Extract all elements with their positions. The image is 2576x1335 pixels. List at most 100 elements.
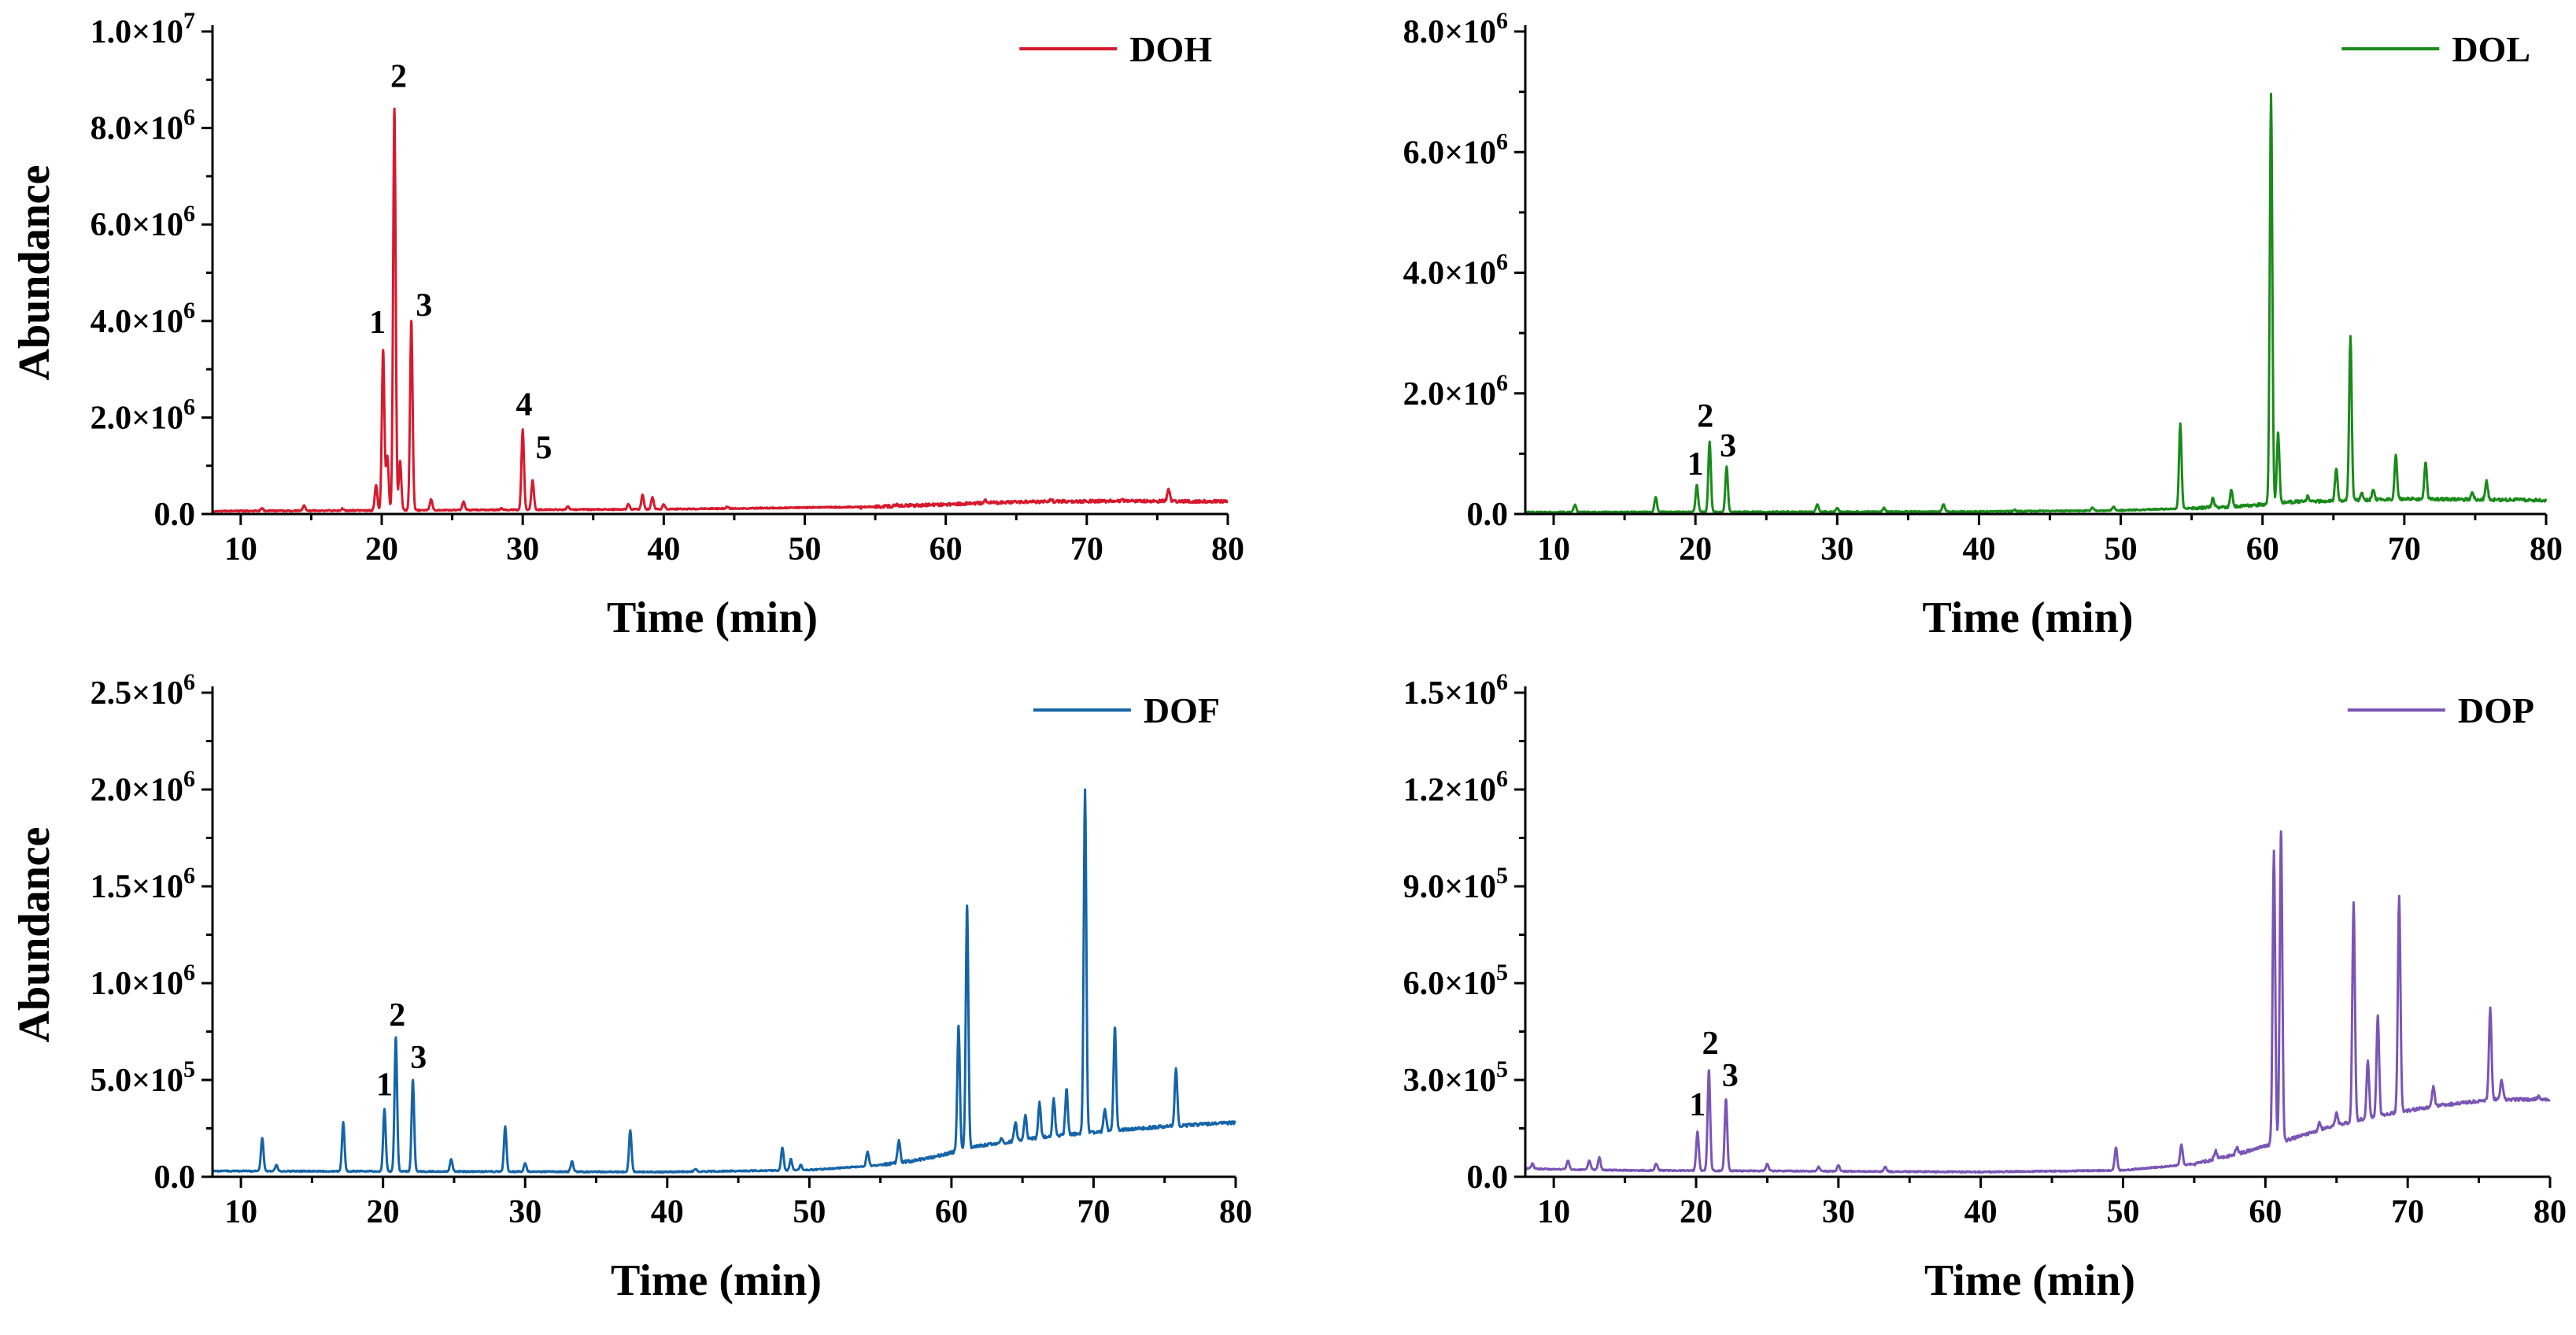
x-tick-label: 60 xyxy=(930,531,963,568)
peak-annotation: 1 xyxy=(376,1067,393,1104)
peak-point xyxy=(2336,468,2337,469)
peak-annotation: 3 xyxy=(1720,428,1736,464)
peak-point xyxy=(375,485,376,486)
peak-point xyxy=(2490,1008,2491,1009)
x-tick-label: 80 xyxy=(1219,1194,1252,1230)
peak-point xyxy=(1817,504,1818,505)
series-line-dof xyxy=(212,788,1236,1174)
chart-panel-dol: 10 20 30 40 50 60 70 80 0.0 2.0×106 4.0×106 6.0×106… xyxy=(10,8,2563,642)
peak-point xyxy=(2212,498,2213,499)
x-axis-title: Time (min) xyxy=(1924,1256,2135,1305)
peak-point xyxy=(861,508,862,509)
peak-point xyxy=(1599,1157,1600,1158)
y-tick-label: 8.0×106 xyxy=(91,105,195,147)
x-tick-label: 70 xyxy=(1070,531,1103,568)
y-tick-label: 9.0×105 xyxy=(1403,863,1508,905)
y-tick-label: 6.0×106 xyxy=(1403,128,1508,171)
peak-point xyxy=(628,504,629,505)
peak-point xyxy=(411,320,412,321)
peak-point xyxy=(1726,467,1727,468)
peak-point xyxy=(1532,1163,1533,1164)
y-tick-label: 2.0×106 xyxy=(91,394,195,436)
x-tick-label: 70 xyxy=(2391,1194,2424,1230)
peak-point xyxy=(2396,454,2397,455)
peak-point xyxy=(1066,1089,1067,1090)
peak-point xyxy=(400,460,401,461)
x-tick-label: 30 xyxy=(508,1194,541,1230)
x-tick-label: 40 xyxy=(1962,531,1995,568)
peak-point xyxy=(1001,1137,1002,1138)
peak-point xyxy=(1589,1160,1590,1161)
x-tick-label: 30 xyxy=(1820,531,1853,568)
x-tick-label: 80 xyxy=(2533,1194,2567,1230)
x-tick-label: 50 xyxy=(2107,1194,2140,1230)
y-tick-label: 6.0×106 xyxy=(91,201,195,243)
peak-point xyxy=(2367,1060,2368,1061)
x-tick-label: 10 xyxy=(1537,1194,1570,1230)
peak-point xyxy=(567,506,568,507)
peak-point xyxy=(1696,485,1697,486)
peak-point xyxy=(1725,1099,1726,1100)
peak-point xyxy=(2113,506,2114,507)
peak-point xyxy=(1838,1165,1839,1166)
peak-point xyxy=(663,504,664,505)
peak-point xyxy=(966,905,967,906)
x-tick-label: 40 xyxy=(1964,1194,1998,1230)
legend-label: DOL xyxy=(2452,29,2530,69)
peak-point xyxy=(2501,1080,2502,1081)
peak-point xyxy=(1697,1131,1698,1132)
y-tick-label: 2.5×106 xyxy=(91,669,195,712)
x-tick-label: 10 xyxy=(1537,531,1570,568)
series-line-doh xyxy=(212,107,1229,513)
x-tick-label: 70 xyxy=(2388,531,2421,568)
series-line-dop xyxy=(1525,830,2551,1174)
series-line-dol xyxy=(1524,92,2548,514)
legend-label: DOF xyxy=(1144,690,1220,730)
x-tick-label: 60 xyxy=(2246,531,2279,568)
y-tick-label: 1.2×106 xyxy=(1403,766,1508,808)
x-tick-label: 50 xyxy=(789,531,822,568)
legend-label: DOP xyxy=(2458,690,2534,730)
peak-point xyxy=(1568,1160,1569,1161)
y-tick-label: 1.5×106 xyxy=(1403,669,1508,712)
peak-point xyxy=(463,501,464,502)
peak-annotation: 3 xyxy=(416,288,432,324)
peak-point xyxy=(2361,493,2362,494)
y-tick-label: 4.0×106 xyxy=(91,298,195,340)
x-tick-label: 10 xyxy=(224,1194,257,1230)
peak-point xyxy=(412,1080,413,1081)
peak-annotation: 2 xyxy=(390,58,407,94)
peak-annotation: 1 xyxy=(1687,446,1704,483)
x-tick-label: 40 xyxy=(651,1194,684,1230)
peak-point xyxy=(387,456,388,457)
peak-point xyxy=(2180,423,2181,424)
peak-point xyxy=(384,1108,385,1109)
chart-panel-doh: 10 20 30 40 50 60 70 80 0.0 2.0×106 4.0×106 6.0×106… xyxy=(10,8,1244,642)
peak-point xyxy=(695,1169,696,1170)
y-tick-label: 0.0 xyxy=(154,497,196,533)
peak-point xyxy=(1015,1122,1016,1123)
peak-point xyxy=(2353,902,2354,903)
peak-annotation: 2 xyxy=(389,997,405,1034)
y-tick-label: 4.0×106 xyxy=(1403,250,1508,292)
x-tick-label: 50 xyxy=(2105,531,2138,568)
peak-point xyxy=(1051,499,1052,500)
peak-point xyxy=(1053,1099,1054,1100)
x-tick-label: 80 xyxy=(1211,531,1244,568)
peak-point xyxy=(726,506,727,507)
x-axis-title: Time (min) xyxy=(607,594,818,642)
peak-point xyxy=(343,1122,344,1123)
y-tick-label: 2.0×106 xyxy=(91,766,195,808)
x-tick-label: 20 xyxy=(367,1194,400,1230)
x-tick-label: 20 xyxy=(1680,1194,1713,1230)
x-tick-label: 20 xyxy=(365,531,398,568)
peak-point xyxy=(532,480,533,481)
peak-point xyxy=(2486,480,2487,481)
peak-point xyxy=(1656,1163,1657,1164)
peak-point xyxy=(642,494,643,495)
peak-point xyxy=(1943,504,1944,505)
peak-annotation: 2 xyxy=(1697,398,1713,435)
y-tick-label: 5.0×105 xyxy=(91,1056,195,1099)
peak-point xyxy=(276,1165,277,1166)
